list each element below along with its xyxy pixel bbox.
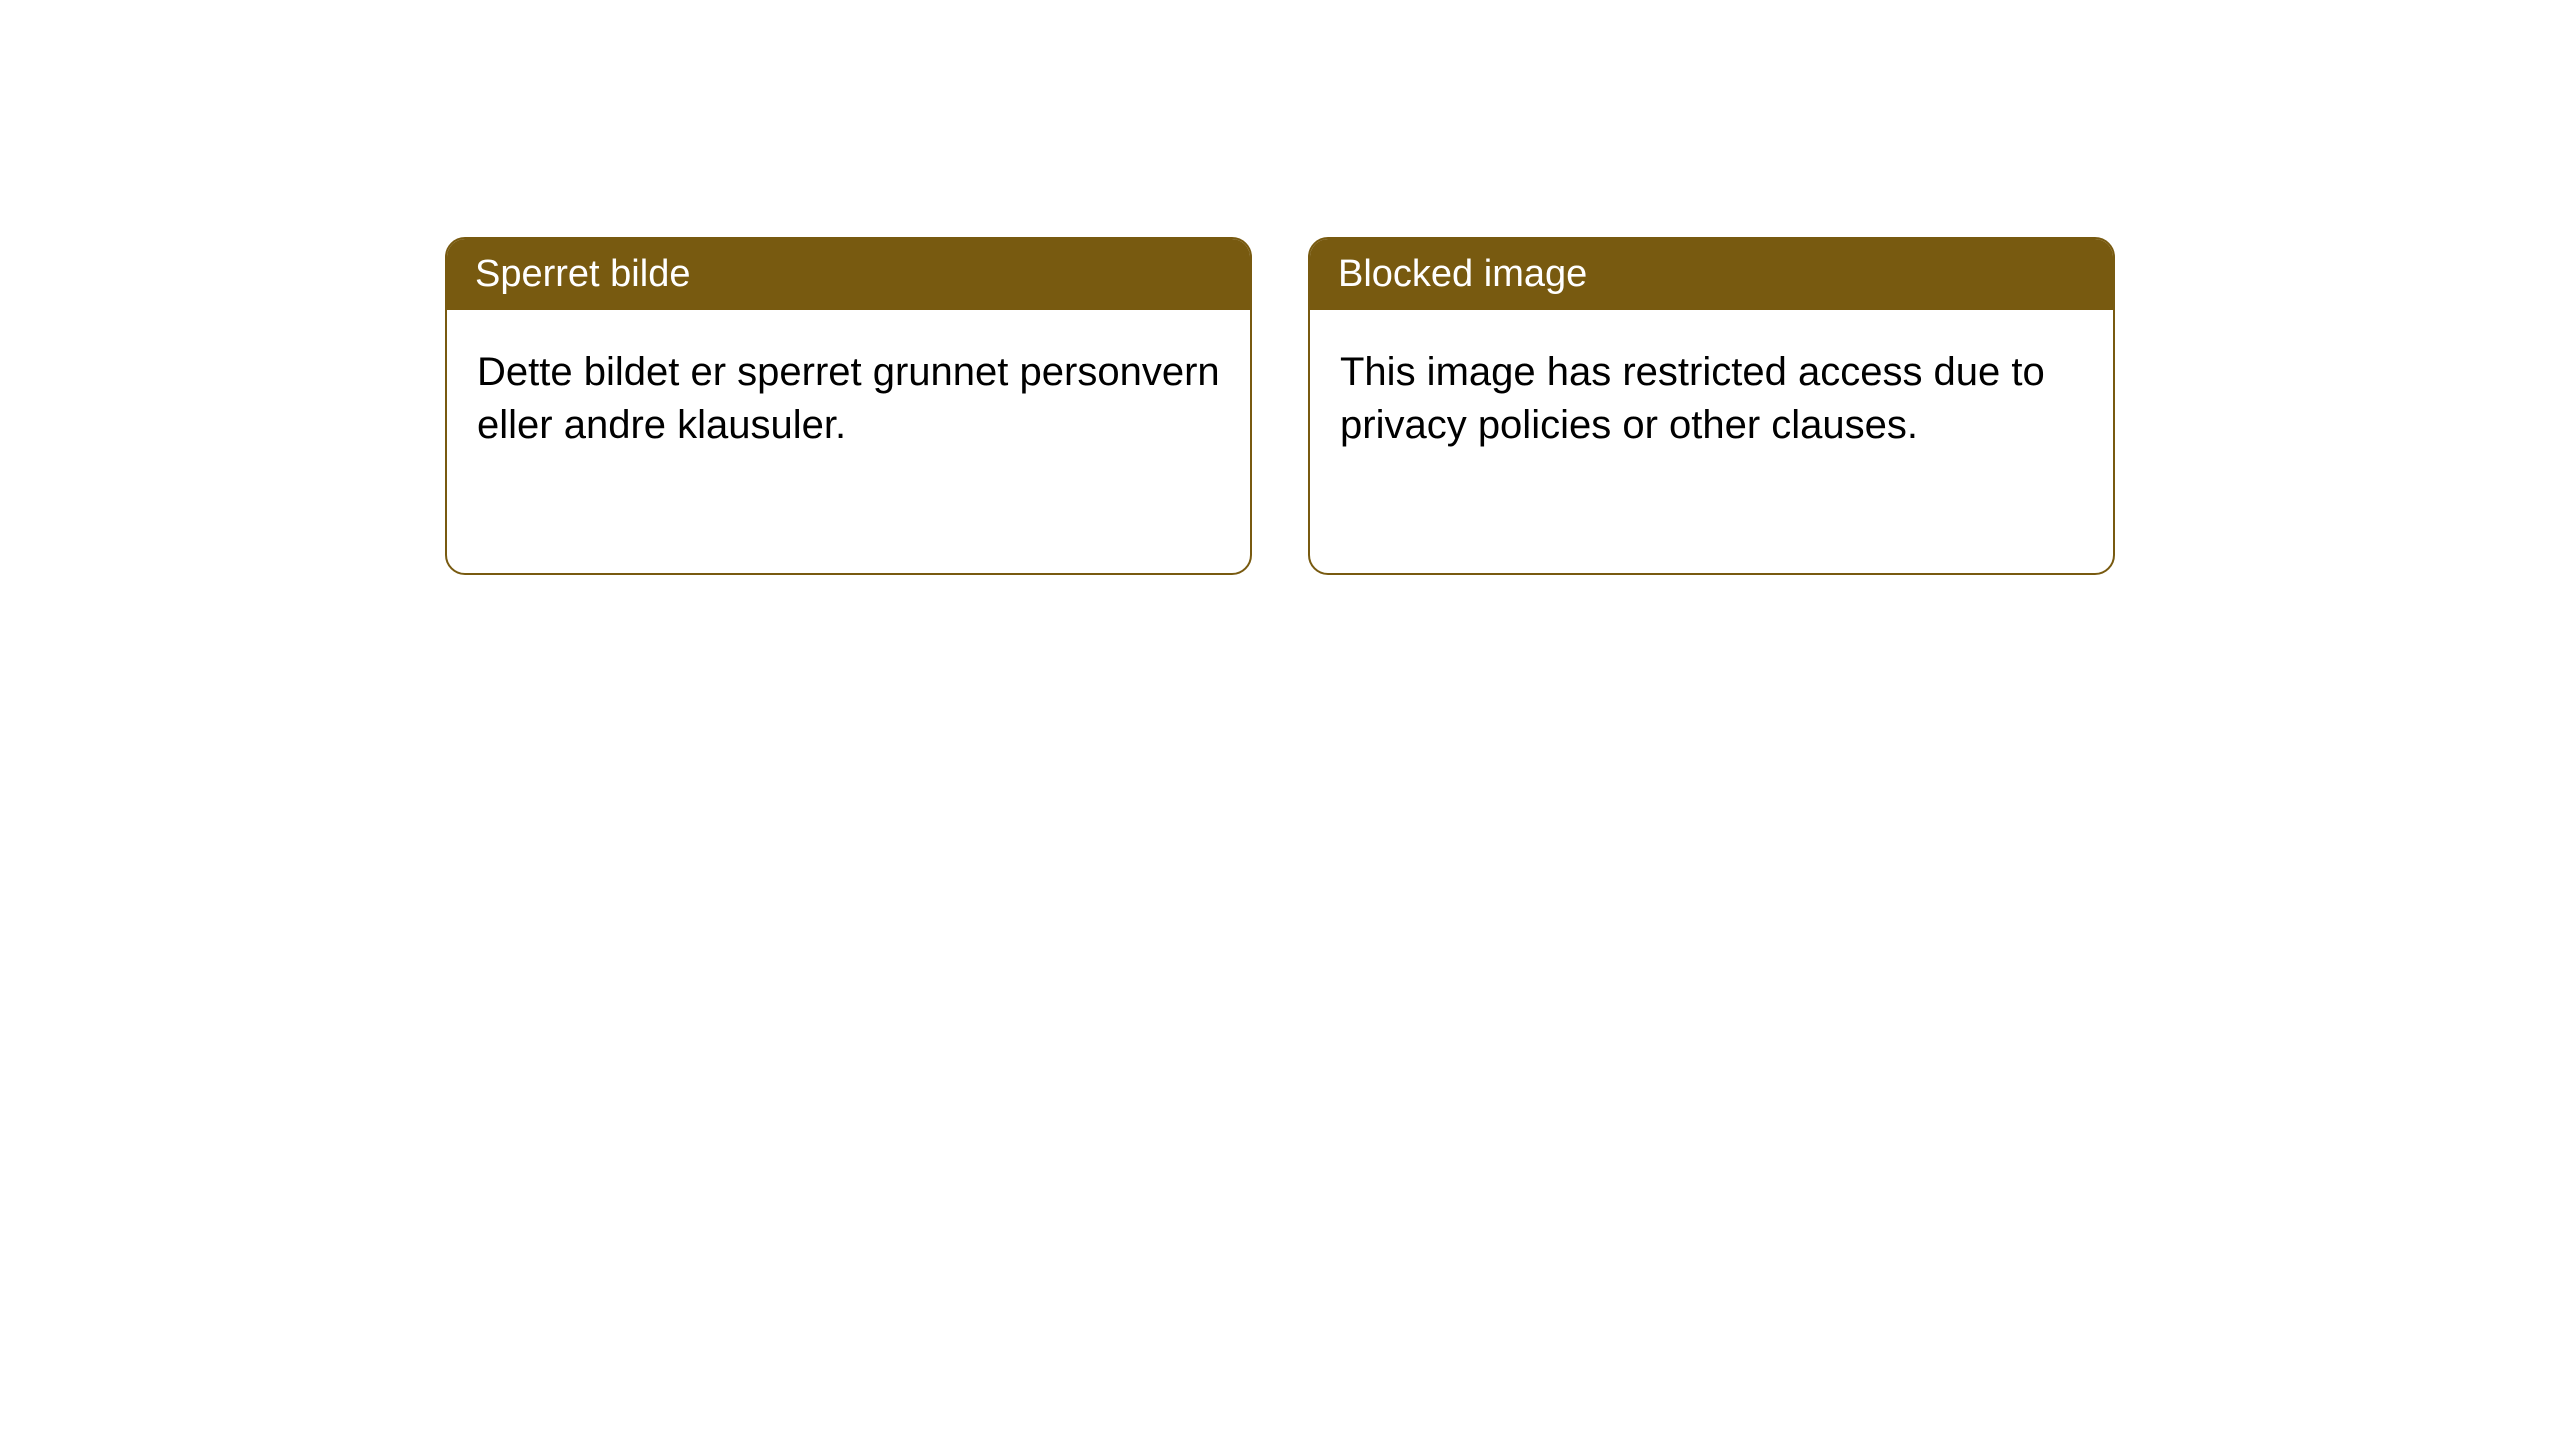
notice-card-body-text: Dette bildet er sperret grunnet personve… bbox=[477, 350, 1220, 447]
notice-card-english: Blocked image This image has restricted … bbox=[1308, 237, 2115, 575]
notice-card-title: Blocked image bbox=[1338, 253, 1587, 295]
notice-card-body-text: This image has restricted access due to … bbox=[1340, 350, 2045, 447]
notice-card-title: Sperret bilde bbox=[475, 253, 690, 295]
notice-cards-container: Sperret bilde Dette bildet er sperret gr… bbox=[445, 237, 2115, 575]
notice-card-body: This image has restricted access due to … bbox=[1310, 310, 2113, 488]
notice-card-norwegian: Sperret bilde Dette bildet er sperret gr… bbox=[445, 237, 1252, 575]
notice-card-body: Dette bildet er sperret grunnet personve… bbox=[447, 310, 1250, 488]
notice-card-header: Blocked image bbox=[1310, 239, 2113, 310]
notice-card-header: Sperret bilde bbox=[447, 239, 1250, 310]
